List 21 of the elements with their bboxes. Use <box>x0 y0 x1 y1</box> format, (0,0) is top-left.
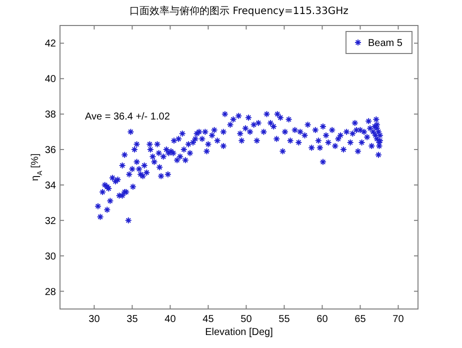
y-tick-label: 42 <box>44 38 56 50</box>
x-tick-label: 55 <box>278 314 290 325</box>
y-tick-label: 34 <box>44 180 56 192</box>
x-tick-label: 45 <box>202 314 214 325</box>
y-tick-label: 36 <box>44 145 56 156</box>
y-tick-label: 30 <box>44 251 56 262</box>
legend-label: Beam 5 <box>368 38 403 49</box>
x-tick-label: 40 <box>164 314 176 325</box>
x-tick-label: 60 <box>316 314 328 325</box>
y-tick-label: 40 <box>44 74 56 86</box>
annotation: Ave = 36.4 +/- 1.02 <box>85 112 170 122</box>
x-tick-label: 65 <box>354 314 366 325</box>
x-axis-title: Elevation [Deg] <box>205 327 274 338</box>
x-tick-label: 30 <box>88 314 100 325</box>
x-tick-label: 50 <box>240 314 252 325</box>
y-tick-label: 28 <box>44 286 56 298</box>
y-tick-label: 32 <box>44 216 56 227</box>
x-tick-label: 35 <box>126 314 138 325</box>
chart-title: 口面效率与俯仰的图示 Frequency=115.33GHz <box>130 5 348 17</box>
x-tick-label: 70 <box>392 314 404 325</box>
y-tick-label: 38 <box>44 110 56 121</box>
